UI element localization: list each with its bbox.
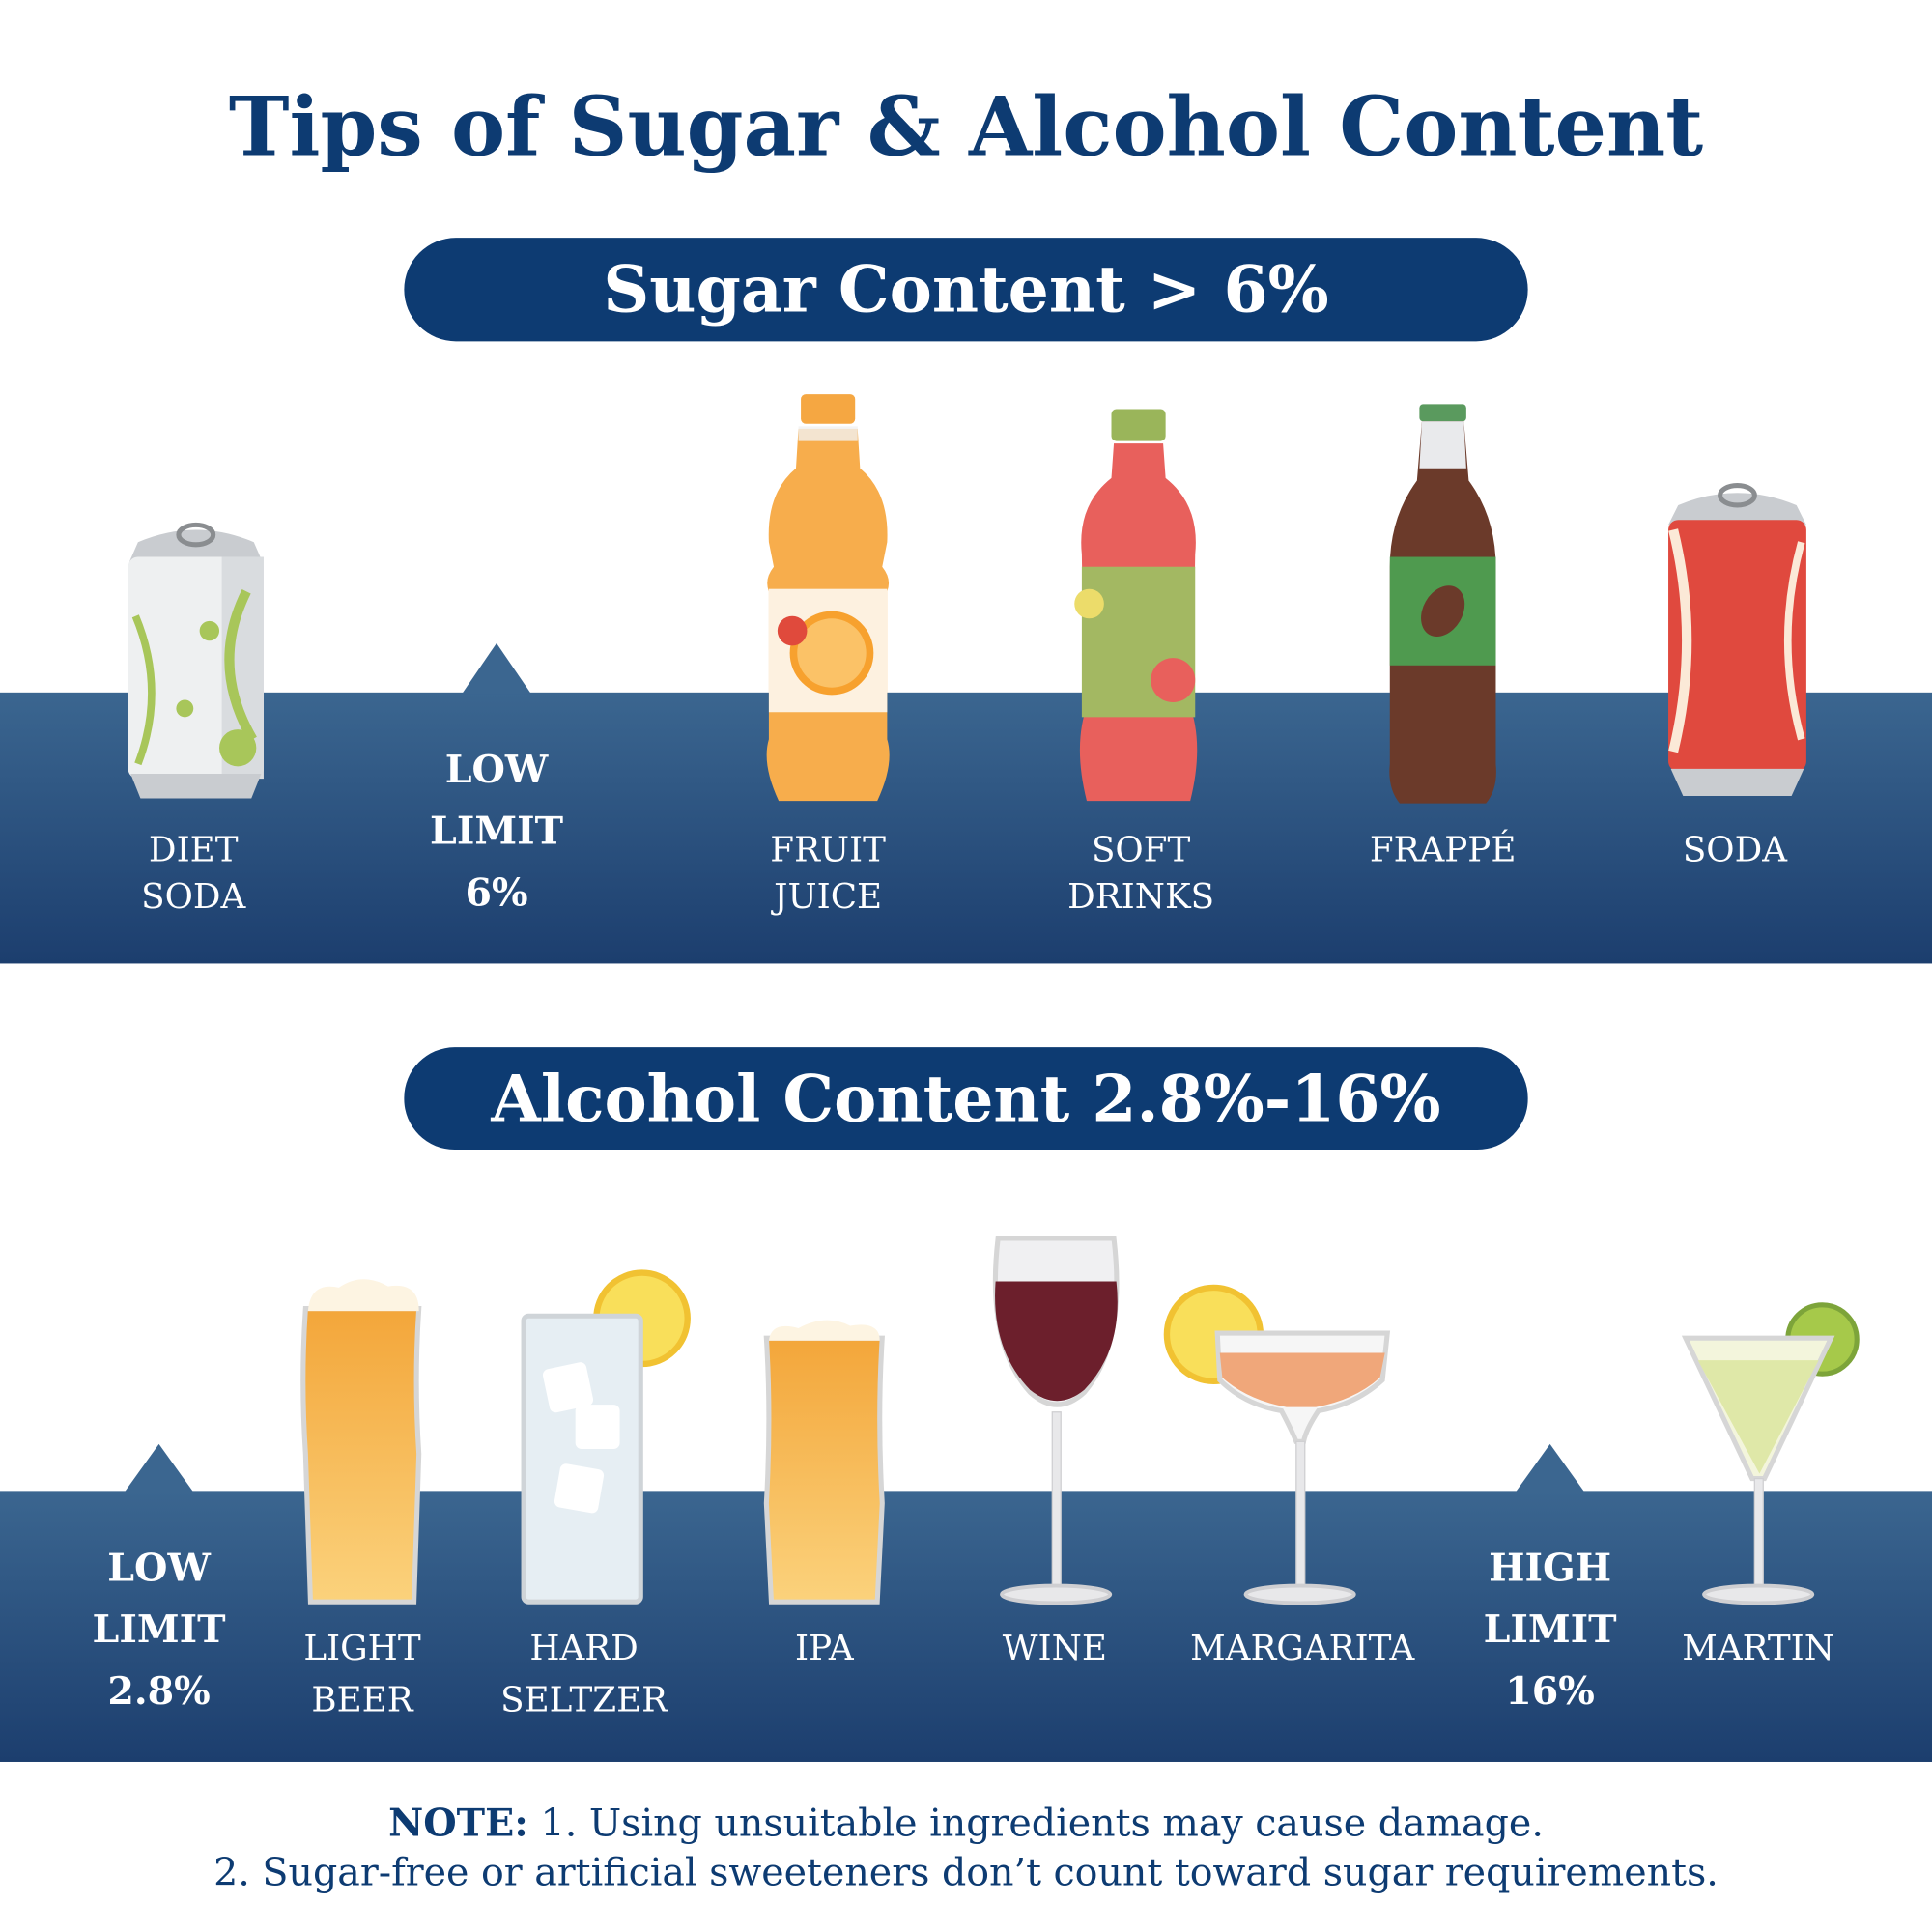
drink-label: IPA (795, 1629, 855, 1668)
drink-label: FRAPPÉ (1370, 830, 1517, 870)
limit-label: LIMIT (430, 810, 564, 854)
limit-marker (1515, 1443, 1585, 1492)
section-heading: Alcohol Content 2.8%-16% (490, 1062, 1440, 1137)
diet-soda-can (128, 522, 264, 799)
limit-label: LIMIT (93, 1607, 227, 1652)
drink-label: LIGHT (303, 1629, 420, 1668)
soda-can (1668, 482, 1806, 796)
limit-label: LIMIT (1484, 1607, 1618, 1652)
limit-label: LOW (445, 748, 549, 792)
soft-drink-bottle (1074, 409, 1198, 802)
drink-label: DRINKS (1067, 877, 1214, 917)
band (0, 692, 1932, 964)
drink-label: WINE (1003, 1629, 1107, 1668)
frappe-bottle (1389, 404, 1496, 804)
limit-label: 2.8% (107, 1669, 210, 1714)
drink-label: SODA (1683, 831, 1788, 870)
band (0, 1491, 1932, 1762)
drink-label: DIET (149, 831, 239, 870)
heading-pill (404, 238, 1528, 342)
drink-label: MARGARITA (1190, 1629, 1415, 1668)
hard-seltzer-glass (521, 1269, 691, 1605)
limit-marker (462, 642, 531, 695)
note-line: 2. Sugar-free or artificial sweeteners d… (213, 1851, 1719, 1895)
drink-label: SOFT (1092, 831, 1191, 870)
drink-label: SELTZER (500, 1681, 668, 1720)
drink-label: MARTIN (1682, 1629, 1834, 1668)
margarita-glass (1163, 1284, 1391, 1605)
limit-label: 16% (1505, 1669, 1595, 1714)
limit-label: HIGH (1489, 1546, 1611, 1590)
ipa-glass (763, 1320, 885, 1605)
drink-label: FRUIT (770, 831, 886, 870)
drink-label: HARD (529, 1629, 638, 1668)
note-label: NOTE: (388, 1802, 528, 1846)
fruit-juice-bottle (766, 394, 890, 802)
drink-label: SODA (141, 877, 246, 917)
drink-label: JUICE (771, 877, 882, 917)
heading-pill (404, 1047, 1528, 1151)
drink-label: BEER (311, 1681, 413, 1720)
limit-marker (124, 1443, 194, 1492)
note-text: 1. Using unsuitable ingredients may caus… (541, 1802, 1544, 1846)
wine-glass (992, 1236, 1120, 1605)
martini-glass (1681, 1302, 1860, 1605)
limit-label: 6% (465, 871, 527, 916)
limit-label: LOW (107, 1546, 211, 1590)
light-beer-glass (300, 1279, 422, 1605)
title: Tips of Sugar & Alcohol Content (229, 79, 1703, 175)
note-line: NOTE: 1. Using unsuitable ingredients may… (388, 1802, 1544, 1846)
section-heading: Sugar Content > 6% (603, 252, 1328, 327)
